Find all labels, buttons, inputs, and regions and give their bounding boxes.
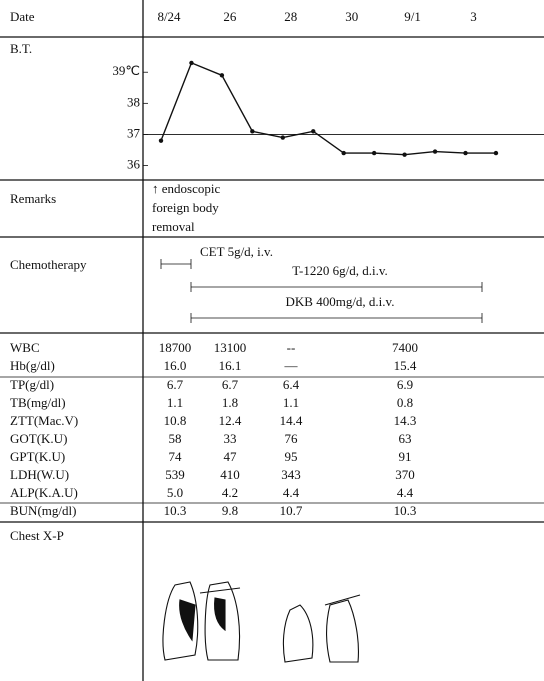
therapy-label: CET 5g/d, i.v. (200, 244, 273, 259)
temperature-point (159, 138, 163, 142)
temperature-point (342, 151, 346, 155)
lab-value: 12.4 (219, 413, 242, 428)
lab-value: 33 (224, 431, 237, 446)
lab-value: 47 (224, 449, 238, 464)
row-label: Date (10, 9, 35, 24)
temperature-point (372, 151, 376, 155)
lab-value: 14.3 (394, 413, 417, 428)
lab-value: 15.4 (394, 358, 417, 373)
remark: ↑ endoscopic (152, 181, 220, 196)
temperature-point (402, 152, 406, 156)
lab-value: 1.1 (283, 395, 299, 410)
lab-value: 0.8 (397, 395, 413, 410)
lab-value: 343 (281, 467, 301, 482)
lab-value: 410 (220, 467, 240, 482)
temperature-point (250, 129, 254, 133)
lab-value: 91 (399, 449, 412, 464)
lab-value: 4.2 (222, 485, 238, 500)
lab-value: 58 (169, 431, 182, 446)
clinical-course-chart: Date B.T. Remarks Chemotherapy Chest X-P… (0, 0, 544, 681)
lab-label: TP(g/dl) (10, 377, 54, 392)
lab-value: 7400 (392, 340, 418, 355)
lab-label: LDH(W.U) (10, 467, 69, 482)
lab-value: 6.7 (167, 377, 184, 392)
y-tick-label: 39℃ (112, 63, 140, 78)
lab-value: 1.8 (222, 395, 238, 410)
lab-value: 10.8 (164, 413, 187, 428)
temperature-point (463, 151, 467, 155)
remark: foreign body (152, 200, 219, 215)
lab-value: 1.1 (167, 395, 183, 410)
temperature-point (281, 135, 285, 139)
lab-value: 63 (399, 431, 412, 446)
therapy-label: T-1220 6g/d, d.i.v. (292, 263, 387, 278)
lab-value: 74 (169, 449, 183, 464)
lab-value: 4.4 (283, 485, 300, 500)
lab-value: 10.3 (164, 503, 187, 518)
temperature-line (161, 63, 496, 155)
lab-label: GOT(K.U) (10, 431, 67, 446)
lab-value: -- (287, 340, 296, 355)
lab-value: 6.4 (283, 377, 300, 392)
lab-label: ALP(K.A.U) (10, 485, 78, 500)
lab-value: — (284, 358, 299, 373)
date-label: 28 (284, 9, 297, 24)
y-tick-label: 36 (127, 157, 141, 172)
therapy-label: DKB 400mg/d, d.i.v. (286, 294, 395, 309)
lab-value: 95 (285, 449, 298, 464)
lab-value: 16.0 (164, 358, 187, 373)
row-label: Remarks (10, 191, 56, 206)
y-tick-label: 37 (127, 125, 141, 140)
lab-value: 14.4 (280, 413, 303, 428)
lab-value: 13100 (214, 340, 247, 355)
lab-value: 10.7 (280, 503, 303, 518)
lab-value: 18700 (159, 340, 192, 355)
lab-label: TB(mg/dl) (10, 395, 66, 410)
lab-value: 6.7 (222, 377, 239, 392)
temperature-point (189, 61, 193, 65)
y-tick-label: 38 (127, 94, 140, 109)
lab-label: ZTT(Mac.V) (10, 413, 78, 428)
temperature-point (220, 73, 224, 77)
lab-label: GPT(K.U) (10, 449, 65, 464)
lab-label: BUN(mg/dl) (10, 503, 76, 518)
lab-value: 4.4 (397, 485, 414, 500)
row-label: Chemotherapy (10, 257, 87, 272)
lab-label: WBC (10, 340, 40, 355)
lab-value: 5.0 (167, 485, 183, 500)
lab-value: 10.3 (394, 503, 417, 518)
lab-value: 9.8 (222, 503, 238, 518)
date-label: 3 (470, 9, 477, 24)
lab-value: 16.1 (219, 358, 242, 373)
temperature-point (311, 129, 315, 133)
lab-value: 6.9 (397, 377, 413, 392)
date-label: 9/1 (404, 9, 421, 24)
temperature-point (433, 149, 437, 153)
lab-value: 76 (285, 431, 299, 446)
date-label: 8/24 (157, 9, 181, 24)
remark: removal (152, 219, 195, 234)
chest-xray-sketches (163, 582, 360, 662)
lab-value: 539 (165, 467, 185, 482)
lab-label: Hb(g/dl) (10, 358, 55, 373)
date-label: 30 (345, 9, 358, 24)
temperature-point (494, 151, 498, 155)
lab-value: 370 (395, 467, 415, 482)
row-label: B.T. (10, 41, 32, 56)
row-label: Chest X-P (10, 528, 64, 543)
date-label: 26 (223, 9, 237, 24)
